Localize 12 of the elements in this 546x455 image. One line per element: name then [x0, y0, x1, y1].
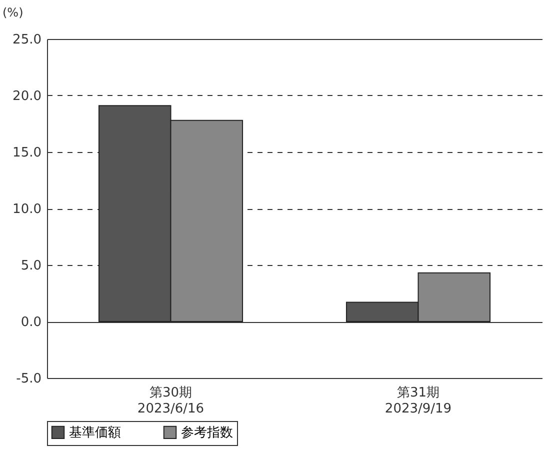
- x-tick-label: 第30期 2023/6/16: [137, 386, 204, 416]
- legend-label: 基準価額: [69, 425, 121, 440]
- y-tick-label: 5.0: [20, 258, 42, 274]
- y-tick-label: 10.0: [12, 202, 42, 217]
- y-tick-label: -5.0: [16, 372, 42, 386]
- y-axis-title: (%): [2, 6, 24, 20]
- y-tick-label: 20.0: [12, 89, 42, 104]
- y-tick-label: 15.0: [12, 146, 42, 160]
- y-tick-label: 25.0: [12, 32, 42, 48]
- legend-label: 参考指数: [181, 425, 233, 440]
- x-tick-label: 第31期 2023/9/19: [384, 386, 452, 416]
- y-tick-label: 0.0: [20, 315, 42, 330]
